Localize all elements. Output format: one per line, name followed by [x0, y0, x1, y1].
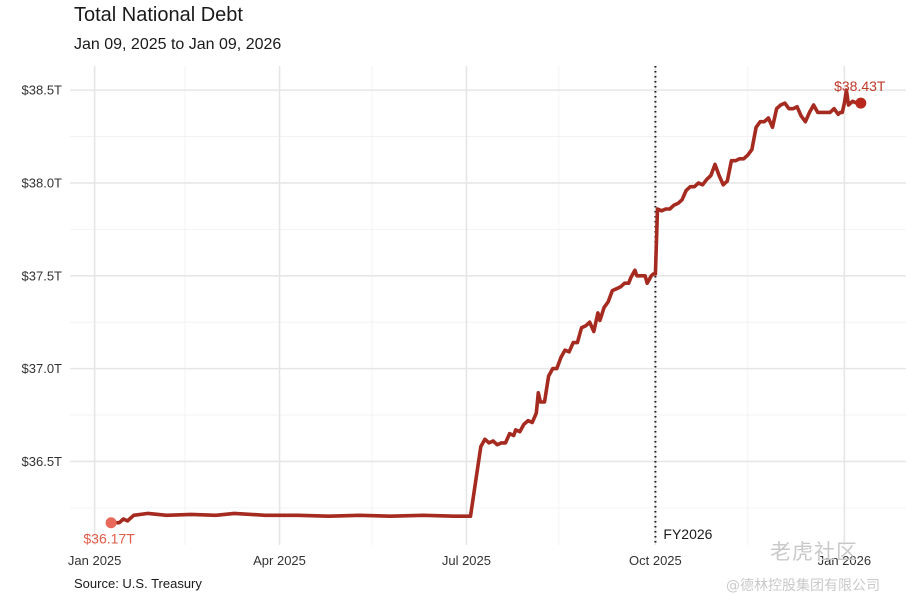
y-tick-label: $37.5T	[22, 268, 63, 283]
chart-source: Source: U.S. Treasury	[74, 576, 202, 591]
watermark-logo-text: 老虎社区	[770, 540, 858, 564]
chart-title: Total National Debt	[74, 4, 243, 26]
watermark-caption: @德林控股集团有限公司	[726, 578, 880, 594]
y-tick-label: $37.0T	[22, 361, 63, 376]
y-tick-label: $38.5T	[22, 83, 63, 98]
x-tick-label: Oct 2025	[629, 553, 682, 568]
y-tick-label: $36.5T	[22, 454, 63, 469]
debt-series-line	[109, 88, 863, 525]
y-tick-label: $38.0T	[22, 175, 63, 190]
fiscal-year-label: FY2026	[663, 526, 712, 542]
x-tick-label: Jan 2025	[68, 553, 122, 568]
x-tick-label: Jul 2025	[442, 553, 491, 568]
end-value-label: $38.43T	[834, 78, 886, 94]
chart-subtitle: Jan 09, 2025 to Jan 09, 2026	[74, 36, 282, 53]
start-value-label: $36.17T	[83, 531, 135, 547]
x-tick-label: Apr 2025	[253, 553, 306, 568]
end-point-marker	[855, 97, 867, 109]
x-tick-label: Jan 2026	[818, 553, 872, 568]
start-point-marker	[105, 517, 117, 529]
